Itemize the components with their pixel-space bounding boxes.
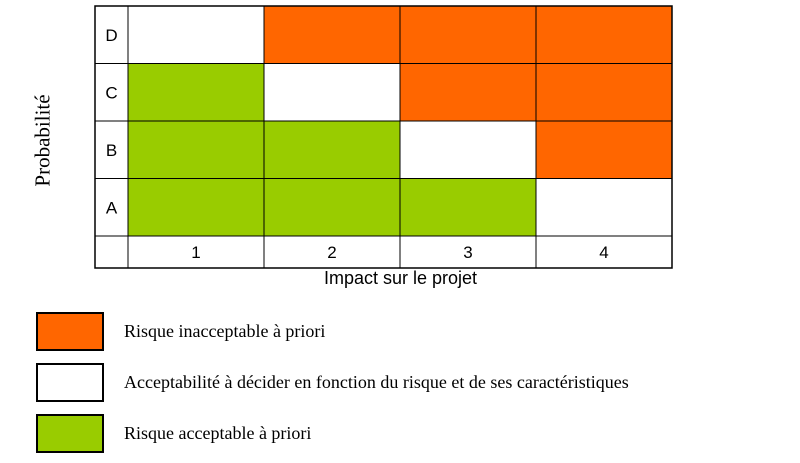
matrix-cell-C2 <box>263 63 401 122</box>
legend-label-acceptable: Risque acceptable à priori <box>124 423 312 443</box>
matrix-cell-B4 <box>535 120 673 179</box>
col-label-1: 1 <box>191 243 200 262</box>
matrix-cell-C4 <box>535 63 673 122</box>
row-label-D: D <box>105 26 117 45</box>
matrix-cell-D4 <box>535 5 673 64</box>
col-label-3: 3 <box>463 243 472 262</box>
row-label-box <box>94 178 129 237</box>
row-label-B: B <box>106 141 117 160</box>
row-label-A: A <box>106 198 118 217</box>
legend-label-unacceptable: Risque inacceptable à priori <box>124 321 326 341</box>
matrix-cell-D2 <box>263 5 401 64</box>
legend-item-to-decide: Acceptabilité à décider en fonction du r… <box>36 361 796 404</box>
matrix-cell-D1 <box>127 5 265 64</box>
matrix-cell-A1 <box>127 178 265 237</box>
matrix-cell-B3 <box>399 120 537 179</box>
legend-item-unacceptable: Risque inacceptable à priori <box>36 310 796 353</box>
matrix-outline <box>94 5 673 269</box>
matrix-cell-B2 <box>263 120 401 179</box>
col-label-box <box>535 235 673 269</box>
matrix-cell-A3 <box>399 178 537 237</box>
matrix-cell-A4 <box>535 178 673 237</box>
matrix-cell-C1 <box>127 63 265 122</box>
x-axis-title: Impact sur le projet <box>323 268 478 288</box>
risk-matrix: D C B A 1 2 3 4 <box>94 5 673 269</box>
row-label-C: C <box>105 83 117 102</box>
matrix-cell-C3 <box>399 63 537 122</box>
col-label-box <box>263 235 401 269</box>
matrix-cell-D3 <box>399 5 537 64</box>
matrix-cell-A2 <box>263 178 401 237</box>
legend-item-acceptable: Risque acceptable à priori <box>36 412 796 455</box>
legend-swatch-acceptable <box>36 414 104 453</box>
legend-swatch-unacceptable <box>36 312 104 351</box>
legend-swatch-to-decide <box>36 363 104 402</box>
legend: Risque inacceptable à priori Acceptabili… <box>36 310 796 463</box>
matrix-cell-B1 <box>127 120 265 179</box>
col-label-4: 4 <box>599 243 608 262</box>
col-label-2: 2 <box>327 243 336 262</box>
legend-label-to-decide: Acceptabilité à décider en fonction du r… <box>124 372 629 392</box>
row-label-box <box>94 63 129 122</box>
